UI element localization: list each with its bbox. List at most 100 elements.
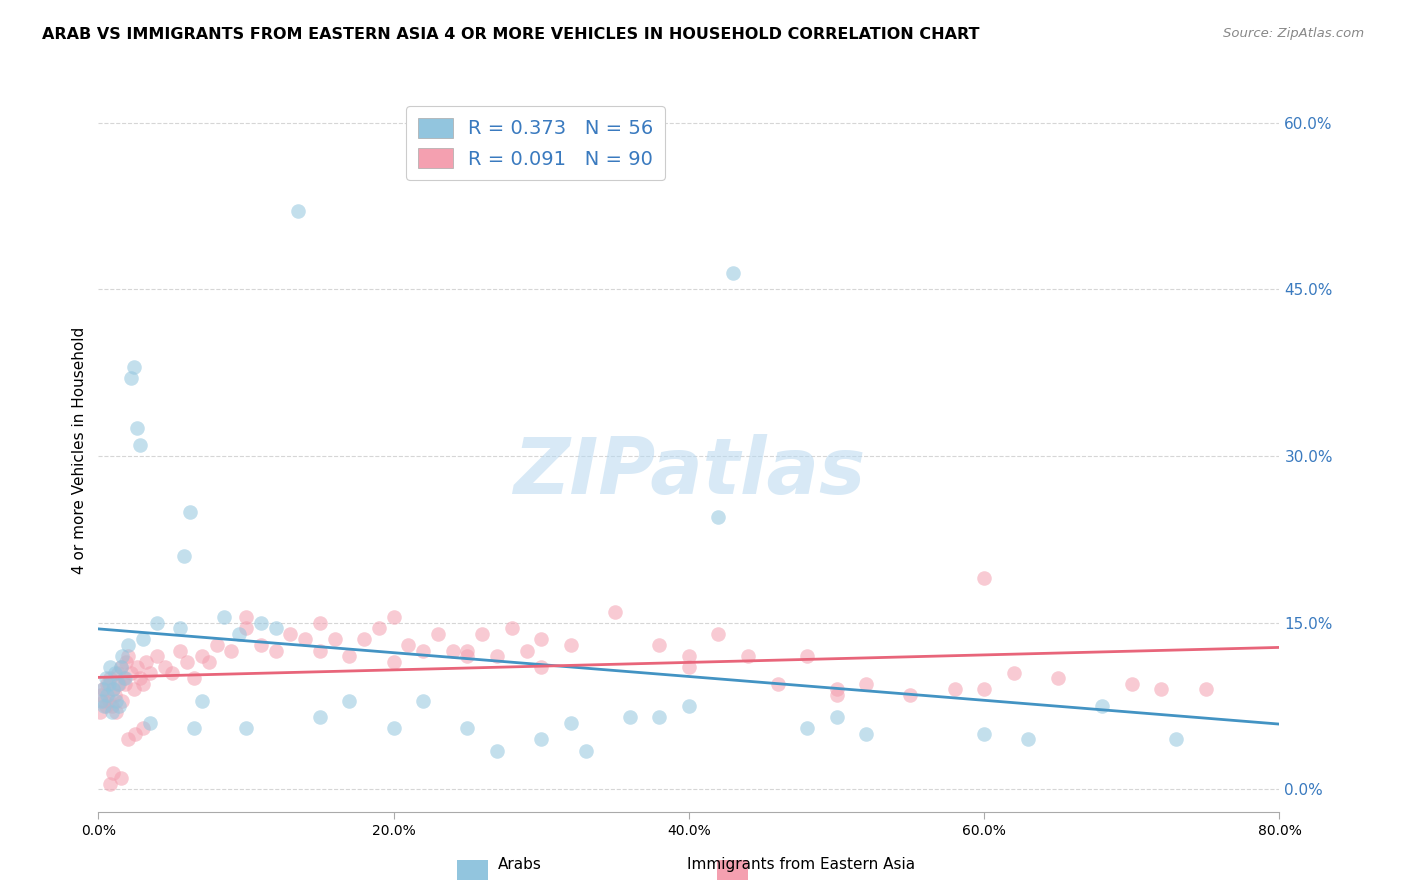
Point <box>1166 732 1188 747</box>
Point <box>353 632 375 647</box>
Point <box>125 660 148 674</box>
Point <box>309 710 332 724</box>
Text: Source: ZipAtlas.com: Source: ZipAtlas.com <box>1223 27 1364 40</box>
Point <box>114 671 136 685</box>
Point <box>135 655 157 669</box>
Point <box>825 688 848 702</box>
Point <box>766 677 789 691</box>
Point <box>235 610 257 624</box>
Point <box>105 693 128 707</box>
Point <box>855 677 877 691</box>
Point <box>132 677 155 691</box>
Point <box>107 665 129 680</box>
Point <box>707 627 730 641</box>
Point <box>264 621 287 635</box>
Point <box>1002 665 1025 680</box>
Point <box>122 360 145 375</box>
Point <box>103 682 125 697</box>
Point <box>486 743 509 757</box>
Point <box>120 665 142 680</box>
Point <box>678 660 700 674</box>
Point <box>825 710 848 724</box>
Point <box>128 671 150 685</box>
Point <box>412 693 434 707</box>
Point <box>427 627 450 641</box>
Point <box>471 627 494 641</box>
Point <box>89 705 111 719</box>
Point <box>943 682 966 697</box>
Point <box>111 649 134 664</box>
Point <box>96 688 118 702</box>
Point <box>191 693 214 707</box>
Point <box>176 655 198 669</box>
Point <box>179 505 201 519</box>
Point <box>382 655 405 669</box>
Point <box>98 660 121 674</box>
Point <box>235 722 257 736</box>
Point <box>264 643 287 657</box>
Point <box>100 705 122 719</box>
Point <box>530 632 553 647</box>
Point <box>1195 682 1218 697</box>
Point <box>97 693 120 707</box>
Point <box>162 665 183 680</box>
Point <box>250 615 273 630</box>
Point <box>91 682 114 697</box>
Point <box>128 438 150 452</box>
Legend: R = 0.373   N = 56, R = 0.091   N = 90: R = 0.373 N = 56, R = 0.091 N = 90 <box>406 106 665 180</box>
Point <box>1018 732 1040 747</box>
Point <box>855 727 877 741</box>
Point <box>486 649 509 664</box>
Point <box>973 727 995 741</box>
Point <box>368 621 391 635</box>
Point <box>707 510 730 524</box>
Point <box>441 643 464 657</box>
Point <box>339 693 361 707</box>
Point <box>309 615 332 630</box>
Point <box>575 743 598 757</box>
Point <box>457 649 479 664</box>
Point <box>796 722 818 736</box>
Text: Arabs: Arabs <box>498 857 543 872</box>
Point <box>117 732 139 747</box>
Point <box>501 621 523 635</box>
Point <box>90 693 112 707</box>
Point <box>648 638 671 652</box>
Point <box>973 571 995 585</box>
Point <box>173 549 195 563</box>
Point <box>183 722 205 736</box>
Point <box>1121 677 1143 691</box>
Point <box>398 638 420 652</box>
Point <box>94 671 117 685</box>
Point <box>1047 671 1070 685</box>
Point <box>111 693 134 707</box>
Point <box>108 699 131 714</box>
Point <box>98 777 121 791</box>
Point <box>235 621 257 635</box>
Point <box>796 649 818 664</box>
Point <box>169 621 191 635</box>
Point <box>457 722 479 736</box>
Point <box>530 732 553 747</box>
Point <box>153 660 176 674</box>
Point <box>516 643 538 657</box>
Point <box>139 715 162 730</box>
Point <box>412 643 434 657</box>
Point <box>120 371 142 385</box>
Point <box>107 677 129 691</box>
Point <box>678 699 700 714</box>
Point <box>825 682 848 697</box>
Point <box>117 638 139 652</box>
Point <box>382 610 405 624</box>
Point <box>382 722 405 736</box>
Point <box>605 605 627 619</box>
Point <box>250 638 273 652</box>
Point <box>115 655 138 669</box>
Point <box>900 688 922 702</box>
Point <box>103 765 125 780</box>
Point <box>110 772 132 786</box>
Point <box>737 649 759 664</box>
Point <box>723 266 745 280</box>
Point <box>96 677 118 691</box>
Point <box>339 649 361 664</box>
